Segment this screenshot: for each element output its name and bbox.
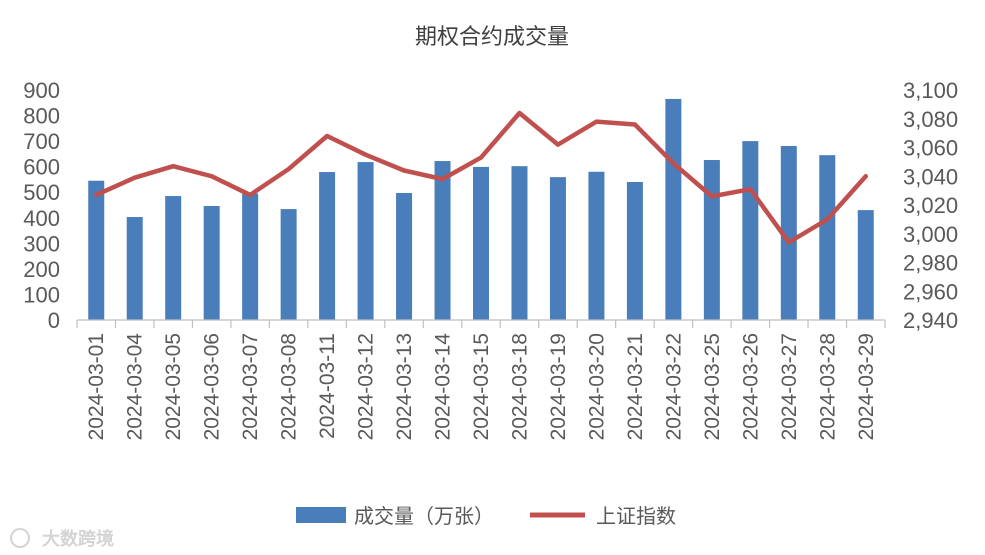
- bar: [780, 145, 797, 320]
- line-point: [671, 161, 676, 166]
- x-axis-tick-label: 2024-03-11: [316, 333, 339, 439]
- chart-title: 期权合约成交量: [415, 24, 569, 49]
- line-point: [555, 142, 560, 147]
- legend: 成交量（万张） 上证指数: [296, 505, 676, 528]
- x-axis-tick-label: 2024-03-26: [739, 333, 762, 440]
- bar: [742, 141, 759, 320]
- x-axis-tick-label: 2024-03-20: [585, 333, 608, 440]
- x-axis-tick-label: 2024-03-14: [432, 333, 455, 441]
- line-point: [363, 152, 368, 157]
- bar: [626, 182, 643, 320]
- line-point: [748, 187, 753, 192]
- watermark-text: 大数跨境: [42, 528, 114, 549]
- y2-axis-tick-label: 3,080: [903, 107, 958, 132]
- legend-swatch-bar: [296, 507, 346, 523]
- y-axis-tick-label: 300: [23, 231, 60, 256]
- y2-axis-tick-label: 3,040: [903, 164, 958, 189]
- line-point: [209, 174, 214, 179]
- bar: [126, 217, 143, 320]
- y-axis-tick-label: 600: [23, 155, 60, 180]
- legend-label-index: 上证指数: [596, 505, 676, 528]
- bar: [280, 209, 297, 320]
- bar: [473, 166, 489, 320]
- y-axis-tick-label: 700: [23, 129, 60, 154]
- line-point: [402, 168, 407, 173]
- x-axis-tick-label: 2024-03-07: [239, 333, 262, 440]
- x-axis-tick-label: 2024-03-28: [816, 333, 839, 440]
- y-axis-tick-label: 0: [48, 308, 60, 333]
- line-point: [248, 192, 253, 197]
- bar: [242, 193, 259, 320]
- bar: [319, 172, 336, 320]
- bar: [511, 166, 528, 320]
- y2-axis-tick-label: 2,960: [903, 279, 958, 304]
- line-point: [440, 177, 445, 182]
- bar: [588, 171, 605, 320]
- y-axis-tick-label: 200: [23, 257, 60, 282]
- y2-axis-tick-label: 2,940: [903, 308, 958, 333]
- line-point: [517, 111, 522, 115]
- watermark: 大数跨境: [10, 528, 114, 549]
- line-point: [825, 217, 830, 222]
- line-point: [594, 119, 599, 124]
- x-axis-tick-label: 2024-03-25: [701, 333, 724, 440]
- x-axis-tick-label: 2024-03-15: [470, 333, 493, 440]
- x-axis-tick-label: 2024-03-06: [201, 333, 224, 440]
- bar: [819, 155, 836, 320]
- bar: [396, 192, 413, 320]
- x-axis-tick-label: 2024-03-29: [855, 333, 878, 440]
- x-axis-tick-label: 2024-03-05: [162, 333, 185, 440]
- line-point: [325, 134, 330, 138]
- bar: [703, 160, 720, 320]
- bar: [357, 162, 374, 320]
- line-series: [93, 110, 869, 245]
- y2-axis-tick-label: 3,020: [903, 193, 958, 218]
- y2-axis-tick-label: 2,980: [903, 251, 958, 276]
- bar: [665, 98, 682, 320]
- line-point: [709, 194, 714, 199]
- y-axis-tick-label: 500: [23, 180, 60, 205]
- x-axis-tick-label: 2024-03-19: [547, 333, 570, 440]
- line-point: [632, 122, 637, 127]
- line-point: [171, 164, 176, 169]
- line-point: [479, 155, 483, 160]
- bar: [434, 161, 451, 320]
- line-point: [863, 174, 868, 179]
- bar: [857, 210, 874, 320]
- x-axis-tick-label: 2024-03-22: [662, 333, 685, 440]
- x-axis-tick-label: 2024-03-04: [124, 333, 147, 441]
- bar: [549, 177, 566, 320]
- y2-axis-tick-label: 3,000: [903, 222, 958, 247]
- x-axis-tick-label: 2024-03-21: [624, 333, 647, 440]
- x-axis-tick-label: 2024-03-01: [85, 333, 108, 440]
- legend-label-volume: 成交量（万张）: [354, 505, 494, 528]
- line-point: [286, 167, 291, 172]
- y-axis-tick-label: 100: [23, 282, 60, 307]
- x-axis-tick-label: 2024-03-27: [778, 333, 801, 440]
- line-point: [786, 240, 791, 245]
- line-point: [94, 192, 99, 197]
- logo-icon: [10, 528, 30, 548]
- x-axis-tick-label: 2024-03-18: [508, 333, 531, 440]
- bar: [203, 206, 220, 320]
- y2-axis-tick-label: 3,060: [903, 136, 958, 161]
- line-point: [132, 175, 137, 180]
- bar: [165, 196, 182, 320]
- x-axis-tick-label: 2024-03-13: [393, 333, 416, 440]
- y-axis-tick-label: 400: [23, 206, 60, 231]
- x-axis-tick-label: 2024-03-12: [355, 333, 378, 440]
- bar: [88, 180, 105, 320]
- bar-series: [88, 98, 874, 320]
- y2-axis-tick-label: 3,100: [903, 78, 958, 103]
- x-axis-tick-label: 2024-03-08: [278, 333, 301, 440]
- y-axis-tick-label: 900: [23, 78, 60, 103]
- y-axis-tick-label: 800: [23, 104, 60, 129]
